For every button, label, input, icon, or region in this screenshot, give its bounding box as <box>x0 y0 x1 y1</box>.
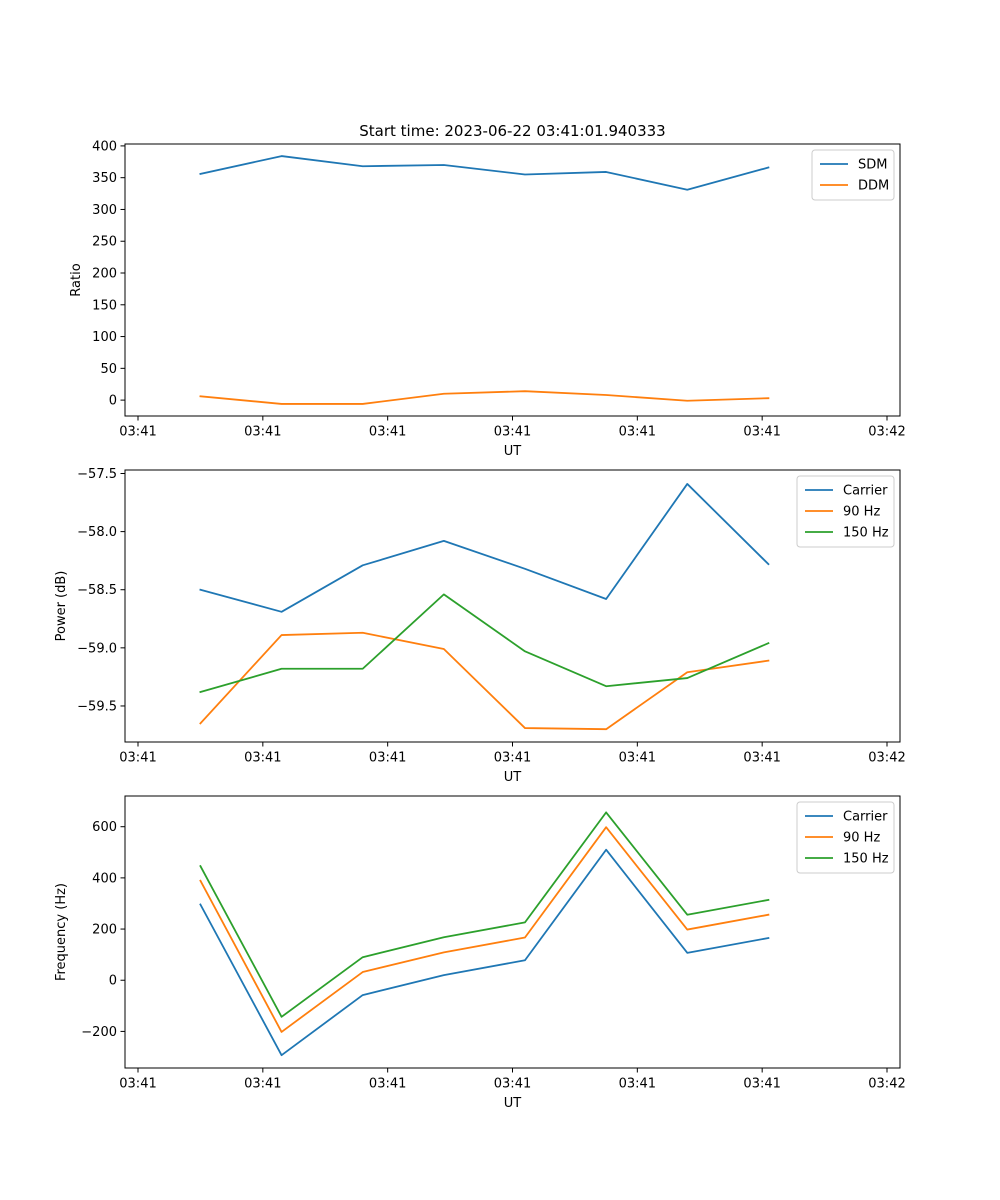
power-legend-label-150-hz: 150 Hz <box>843 526 889 541</box>
ratio-x-tick-label: 03:41 <box>369 425 406 440</box>
power-y-tick-label: −57.5 <box>77 467 117 482</box>
ratio-legend-label-sdm: SDM <box>858 158 887 173</box>
power-y-tick-label: −58.0 <box>77 525 117 540</box>
ratio-panel: 03:41 03:41 03:41 03:41 03:41 03:41 03:42 0 50 10… <box>69 139 906 459</box>
ratio-series-ddm-line <box>199 390 770 405</box>
power-x-tick-label: 03:41 <box>119 751 156 766</box>
figure-title: Start time: 2023-06-22 03:41:01.940333 <box>359 122 665 140</box>
ratio-y-tick-label: 150 <box>92 298 117 313</box>
ratio-y-tick-label: 50 <box>100 362 117 377</box>
frequency-legend <box>796 801 895 874</box>
power-axes-frame <box>124 469 901 743</box>
power-x-tick-label: 03:41 <box>369 751 406 766</box>
ratio-y-tick-label: 250 <box>92 235 117 250</box>
ratio-x-tick-label: 03:41 <box>494 425 531 440</box>
frequency-x-tick-label: 03:41 <box>119 1077 156 1092</box>
power-series-carrier-line <box>199 483 770 613</box>
power-y-tick-label: −59.0 <box>77 641 117 656</box>
frequency-x-tick-label: 03:41 <box>619 1077 656 1092</box>
power-x-tick-label: 03:41 <box>244 751 281 766</box>
power-legend-label-90-hz: 90 Hz <box>843 505 880 520</box>
frequency-y-tick-label: −200 <box>81 1025 117 1040</box>
frequency-x-tick-label: 03:41 <box>494 1077 531 1092</box>
frequency-y-tick-label: 400 <box>92 871 117 886</box>
frequency-y-tick-label: 600 <box>92 820 117 835</box>
power-panel: 03:41 03:41 03:41 03:41 03:41 03:41 03:42 −59.5… <box>54 467 906 785</box>
ratio-x-tick-label: 03:42 <box>868 425 905 440</box>
power-y-tick-label: −58.5 <box>77 583 117 598</box>
ratio-series-sdm-line <box>199 155 770 191</box>
ratio-y-tick-label: 300 <box>92 203 117 218</box>
ratio-y-tick-label: 350 <box>92 171 117 186</box>
ratio-y-tick-label: 400 <box>92 139 117 154</box>
frequency-x-axis-label: UT <box>504 1096 522 1111</box>
frequency-axes-frame <box>124 795 901 1069</box>
power-x-tick-label: 03:42 <box>868 751 905 766</box>
frequency-legend-label-90-hz: 90 Hz <box>843 831 880 846</box>
frequency-y-tick-label: 200 <box>92 923 117 938</box>
frequency-x-tick-label: 03:42 <box>868 1077 905 1092</box>
frequency-x-tick-label: 03:41 <box>244 1077 281 1092</box>
power-x-tick-label: 03:41 <box>743 751 780 766</box>
power-legend <box>796 475 895 548</box>
ratio-x-axis-label: UT <box>504 444 522 459</box>
frequency-series-90-hz-line <box>199 826 770 1033</box>
ratio-y-tick-label: 0 <box>109 394 117 409</box>
power-legend-label-carrier: Carrier <box>843 484 888 499</box>
power-x-axis-label: UT <box>504 770 522 785</box>
frequency-legend-label-150-hz: 150 Hz <box>843 852 889 867</box>
frequency-panel: 03:41 03:41 03:41 03:41 03:41 03:41 03:42 −200 0… <box>54 795 906 1111</box>
ratio-x-tick-label: 03:41 <box>119 425 156 440</box>
ratio-legend-label-ddm: DDM <box>858 179 889 194</box>
power-series-150-hz-line <box>199 593 770 694</box>
ratio-y-tick-label: 100 <box>92 330 117 345</box>
power-x-tick-label: 03:41 <box>619 751 656 766</box>
ratio-legend <box>811 149 895 201</box>
frequency-series-carrier-line <box>199 848 770 1057</box>
ratio-x-tick-label: 03:41 <box>619 425 656 440</box>
ratio-axes-frame <box>124 143 901 417</box>
power-y-tick-label: −59.5 <box>77 699 117 714</box>
frequency-series-150-hz-line <box>199 811 770 1018</box>
frequency-y-axis-label: Frequency (Hz) <box>54 883 69 981</box>
power-y-axis-label: Power (dB) <box>54 571 69 642</box>
ratio-x-tick-label: 03:41 <box>244 425 281 440</box>
ratio-y-axis-label: Ratio <box>69 263 84 296</box>
frequency-y-tick-label: 0 <box>109 974 117 989</box>
ratio-x-tick-label: 03:41 <box>743 425 780 440</box>
frequency-x-tick-label: 03:41 <box>743 1077 780 1092</box>
ratio-y-tick-label: 200 <box>92 267 117 282</box>
frequency-legend-label-carrier: Carrier <box>843 810 888 825</box>
power-series-90-hz-line <box>199 631 770 731</box>
power-x-tick-label: 03:41 <box>494 751 531 766</box>
frequency-x-tick-label: 03:41 <box>369 1077 406 1092</box>
